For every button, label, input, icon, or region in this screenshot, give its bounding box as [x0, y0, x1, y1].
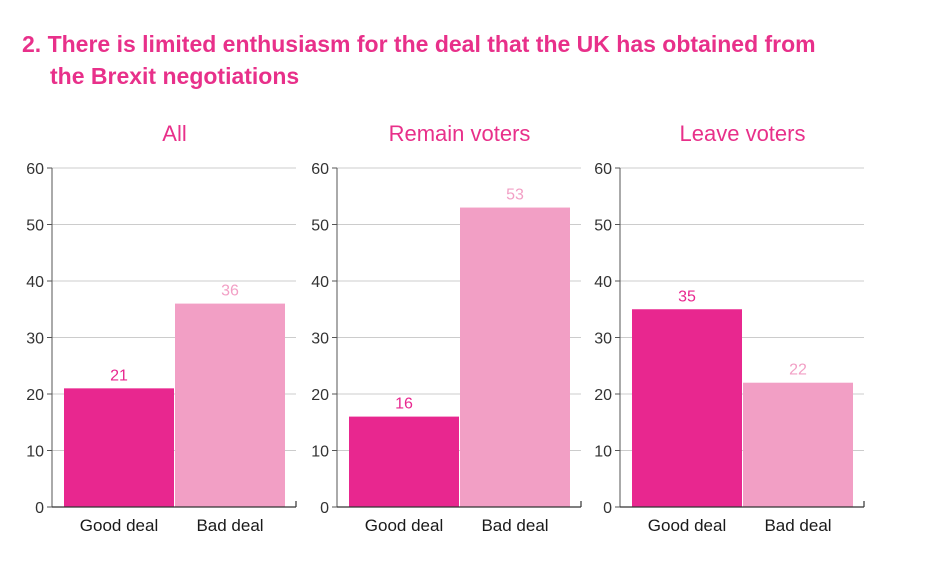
data-label: 36 — [221, 283, 239, 300]
y-tick-label: 20 — [311, 387, 329, 404]
y-tick-label: 60 — [311, 161, 329, 178]
y-tick-label: 30 — [311, 331, 329, 348]
chart-panel-2: Remain voters 0 10 20 30 40 50 60 16 Good deal 53 B… — [311, 121, 582, 535]
category-label: Good deal — [365, 516, 443, 535]
y-tick-label: 40 — [594, 274, 612, 291]
data-label: 22 — [789, 362, 807, 379]
bar-bad-deal — [743, 382, 853, 507]
chart-title-line-2: the Brexit negotiations — [50, 63, 300, 89]
category-label: Good deal — [648, 516, 726, 535]
y-tick-label: 20 — [26, 387, 44, 404]
chart-title: 2. There is limited enthusiasm for the d… — [22, 28, 922, 92]
bar-good-deal — [349, 416, 459, 507]
y-tick-label: 60 — [26, 161, 44, 178]
chart-title-line-1: 2. There is limited enthusiasm for the d… — [22, 31, 816, 57]
y-tick-label: 0 — [320, 500, 329, 517]
chart-panel-3: Leave voters 0 10 20 30 40 50 60 35 Good deal 22 Ba… — [594, 121, 865, 535]
panel-title: Leave voters — [680, 121, 806, 146]
y-tick-label: 50 — [26, 218, 44, 235]
y-tick-label: 40 — [26, 274, 44, 291]
data-label: 35 — [678, 288, 696, 305]
y-tick-label: 0 — [603, 500, 612, 517]
chart-panel-1: All 0 10 20 30 40 50 60 21 Good deal 36 Bad deal — [26, 121, 297, 535]
bar-bad-deal — [460, 207, 570, 508]
data-label: 53 — [506, 187, 524, 204]
y-tick-label: 50 — [311, 218, 329, 235]
y-tick-label: 20 — [594, 387, 612, 404]
category-label: Bad deal — [764, 516, 831, 535]
y-tick-label: 30 — [594, 331, 612, 348]
y-tick-label: 0 — [35, 500, 44, 517]
bar-bad-deal — [175, 303, 285, 507]
y-tick-label: 10 — [594, 444, 612, 461]
data-label: 21 — [110, 367, 128, 384]
y-tick-label: 10 — [26, 444, 44, 461]
panel-title: All — [162, 121, 186, 146]
panel-title: Remain voters — [389, 121, 531, 146]
category-label: Good deal — [80, 516, 158, 535]
y-tick-label: 60 — [594, 161, 612, 178]
y-tick-label: 10 — [311, 444, 329, 461]
y-tick-label: 50 — [594, 218, 612, 235]
y-tick-label: 40 — [311, 274, 329, 291]
category-label: Bad deal — [481, 516, 548, 535]
data-label: 16 — [395, 396, 413, 413]
y-tick-label: 30 — [26, 331, 44, 348]
category-label: Bad deal — [196, 516, 263, 535]
bar-good-deal — [632, 309, 742, 507]
bar-good-deal — [64, 388, 174, 507]
